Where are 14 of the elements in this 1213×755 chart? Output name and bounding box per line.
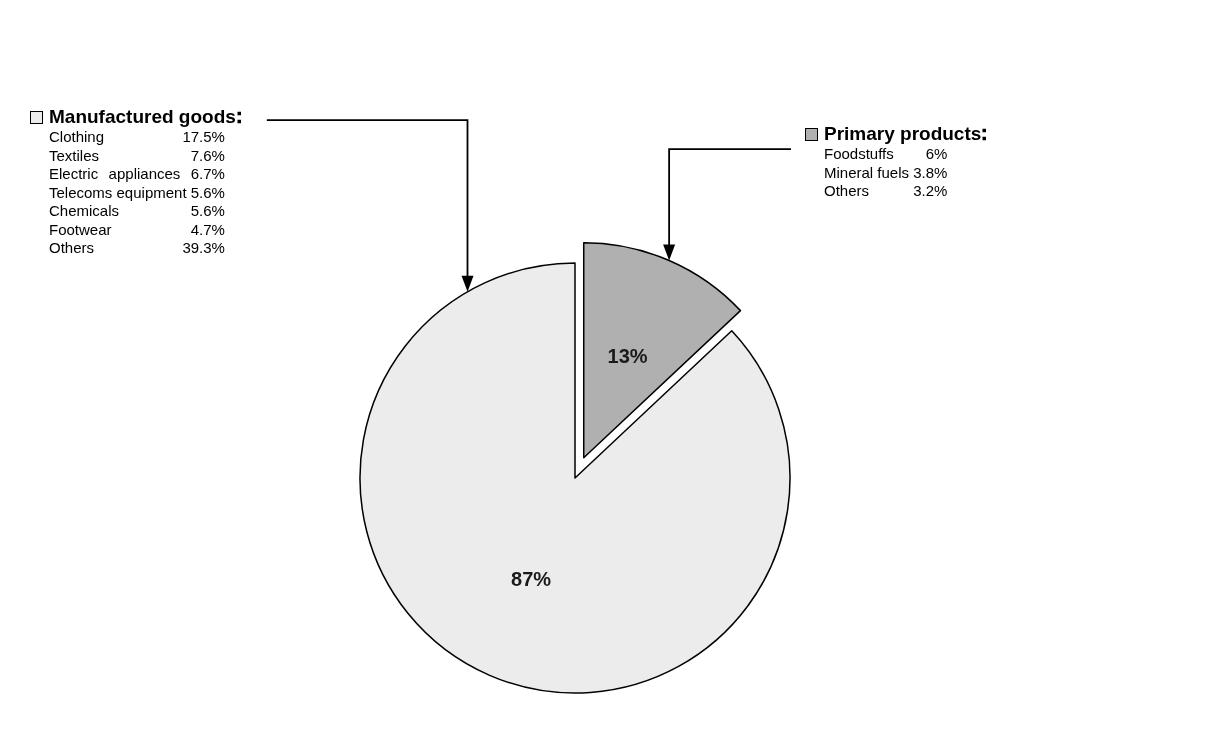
text: Telecoms equipment 5.6% bbox=[49, 183, 225, 201]
text: Others 39.3% bbox=[49, 239, 225, 256]
text: Others 3.2% bbox=[824, 182, 948, 199]
text: Clothing 17.5% bbox=[49, 128, 225, 145]
text: Footwear 4.7% bbox=[49, 220, 225, 238]
text: Chemicals 5.6% bbox=[49, 202, 225, 219]
text: Mineral fuels 3.8% bbox=[824, 163, 948, 181]
text: Foodstuffs 6% bbox=[824, 145, 948, 162]
data-label: 13% bbox=[607, 345, 648, 368]
text: Electric appliances 6.7% bbox=[49, 165, 225, 182]
text: Textiles 7.6% bbox=[49, 146, 225, 164]
data-label: 87% bbox=[511, 568, 552, 591]
legend-label: Primary products bbox=[824, 123, 982, 145]
legend-label: Manufactured goods bbox=[49, 106, 236, 128]
